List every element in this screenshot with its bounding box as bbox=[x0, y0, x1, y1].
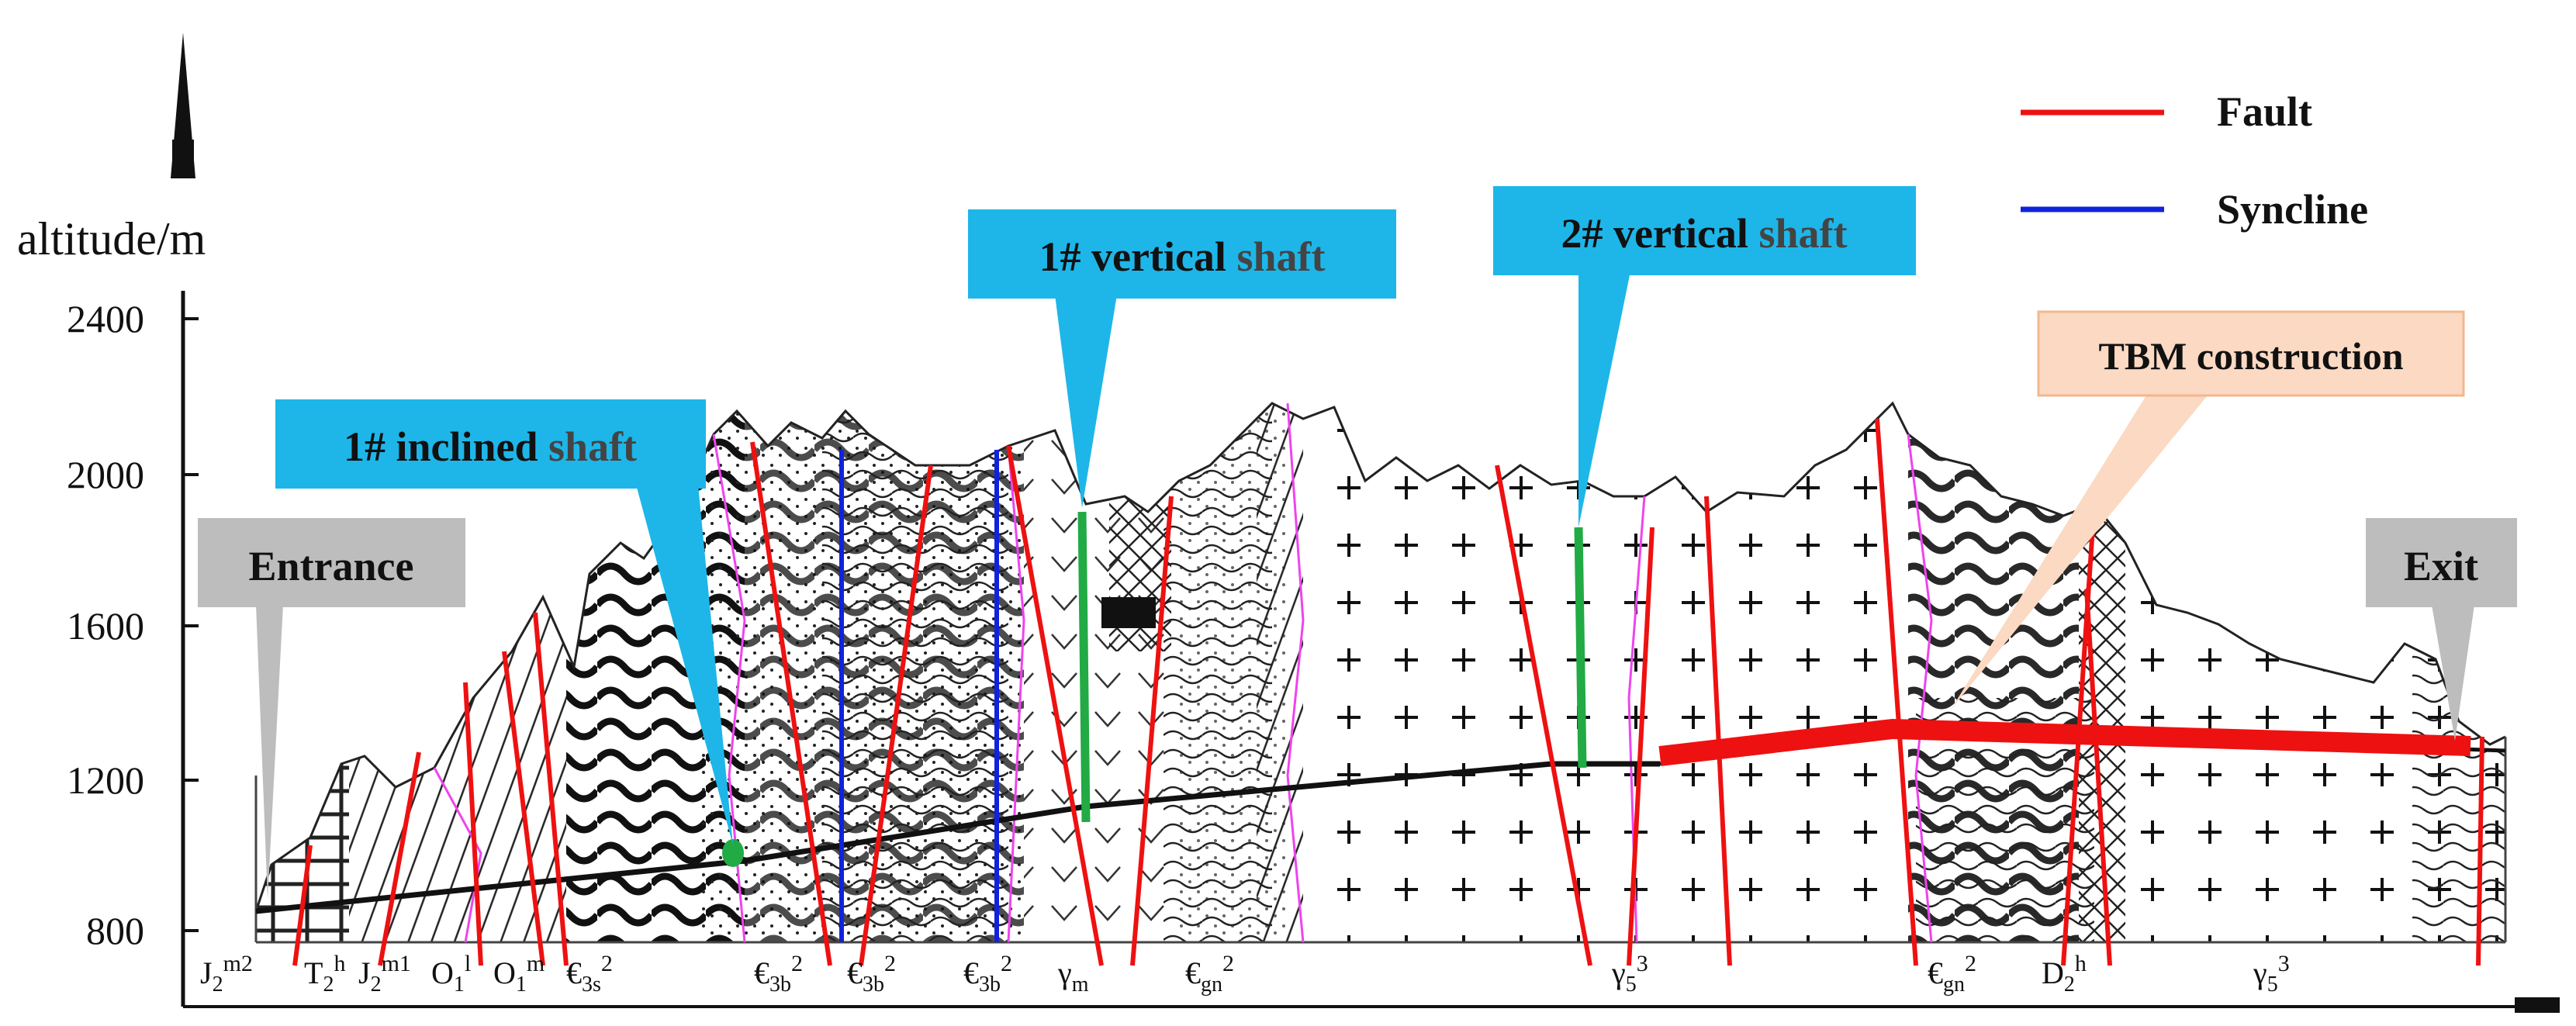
y-tick-labels: 2400 2000 1600 1200 800 bbox=[67, 297, 144, 952]
inclined-shaft-label: 1# inclined shaft bbox=[344, 423, 637, 470]
inclined-shaft-callout: 1# inclined shaft bbox=[275, 399, 733, 845]
shafts bbox=[722, 511, 1587, 867]
vertical-shaft-2-label: 2# vertical shaft bbox=[1561, 210, 1848, 257]
syncline-lines bbox=[839, 450, 999, 942]
fault-line bbox=[750, 441, 832, 966]
stratum-label: T2h bbox=[304, 951, 345, 997]
stratum-label: €3b2 bbox=[847, 951, 896, 997]
y-tick-1600: 1600 bbox=[67, 604, 144, 648]
tbm-callout: TBM construction bbox=[1951, 310, 2465, 710]
fault-line bbox=[2476, 736, 2484, 966]
y-tick-800: 800 bbox=[86, 909, 144, 952]
stratum-label: €gn2 bbox=[1928, 951, 1976, 997]
x-axis bbox=[183, 997, 2560, 1013]
tbm-label: TBM construction bbox=[2098, 334, 2403, 378]
stratum-label: €gn2 bbox=[1185, 951, 1234, 997]
y-tick-1200: 1200 bbox=[67, 758, 144, 802]
y-tick-marks bbox=[183, 317, 199, 932]
y-axis bbox=[171, 33, 195, 1007]
fault-line bbox=[1130, 496, 1174, 966]
inclined-shaft-portal bbox=[722, 839, 744, 867]
stratum-label: J2m2 bbox=[200, 951, 253, 997]
fault-line bbox=[1495, 465, 1592, 966]
fault-line bbox=[533, 612, 569, 966]
fault-line bbox=[378, 751, 421, 966]
vertical-shaft-2 bbox=[1574, 527, 1587, 769]
stratum-label: O1m bbox=[493, 951, 545, 997]
fault-line bbox=[1704, 496, 1732, 966]
fault-line bbox=[1006, 445, 1104, 966]
stratum-label: D2h bbox=[2042, 951, 2087, 997]
entrance-label: Entrance bbox=[249, 543, 414, 589]
y-tick-2400: 2400 bbox=[67, 297, 144, 340]
stratum-label: γ53 bbox=[1611, 951, 1648, 997]
y-axis-label: altitude/m bbox=[17, 213, 206, 264]
fault-lines bbox=[292, 418, 2484, 966]
y-tick-2000: 2000 bbox=[67, 453, 144, 496]
fault-line bbox=[1627, 527, 1655, 966]
legend: Fault Syncline bbox=[2021, 88, 2368, 233]
fault-line bbox=[502, 651, 545, 966]
exit-callout: Exit bbox=[2366, 518, 2517, 741]
fault-line bbox=[2084, 589, 2112, 966]
stratum-label: O1l bbox=[431, 951, 471, 997]
legend-fault-label: Fault bbox=[2217, 88, 2312, 135]
fault-line bbox=[859, 465, 933, 966]
exit-label: Exit bbox=[2404, 543, 2478, 589]
vertical-shaft-1 bbox=[1077, 511, 1091, 823]
fault-line bbox=[2061, 503, 2097, 966]
stratum-label: γm bbox=[1057, 955, 1089, 997]
stratum-label: €3b2 bbox=[754, 951, 803, 997]
tbm-construction-segment bbox=[1658, 718, 2471, 766]
stratum-label: J2m1 bbox=[358, 951, 411, 997]
stratum-label: €3b2 bbox=[963, 951, 1012, 997]
fault-line bbox=[1875, 418, 1918, 966]
vertical-shaft-1-callout: 1# vertical shaft bbox=[968, 209, 1396, 508]
strata-label-row: J2m2 T2h J2m1 O1l O1m €3s2 €3b2 €3b2 €3b2 γm €gn2 γ… bbox=[200, 951, 2290, 997]
legend-syncline-label: Syncline bbox=[2217, 186, 2368, 233]
vertical-shaft-2-callout: 2# vertical shaft bbox=[1493, 186, 1916, 527]
fault-line bbox=[463, 682, 483, 966]
stratum-label: €3s2 bbox=[566, 951, 613, 997]
stratum-label: γ53 bbox=[2253, 951, 2290, 997]
entrance-callout: Entrance bbox=[198, 518, 465, 900]
fault-line bbox=[292, 845, 313, 966]
vertical-shaft-1-label: 1# vertical shaft bbox=[1039, 233, 1326, 280]
